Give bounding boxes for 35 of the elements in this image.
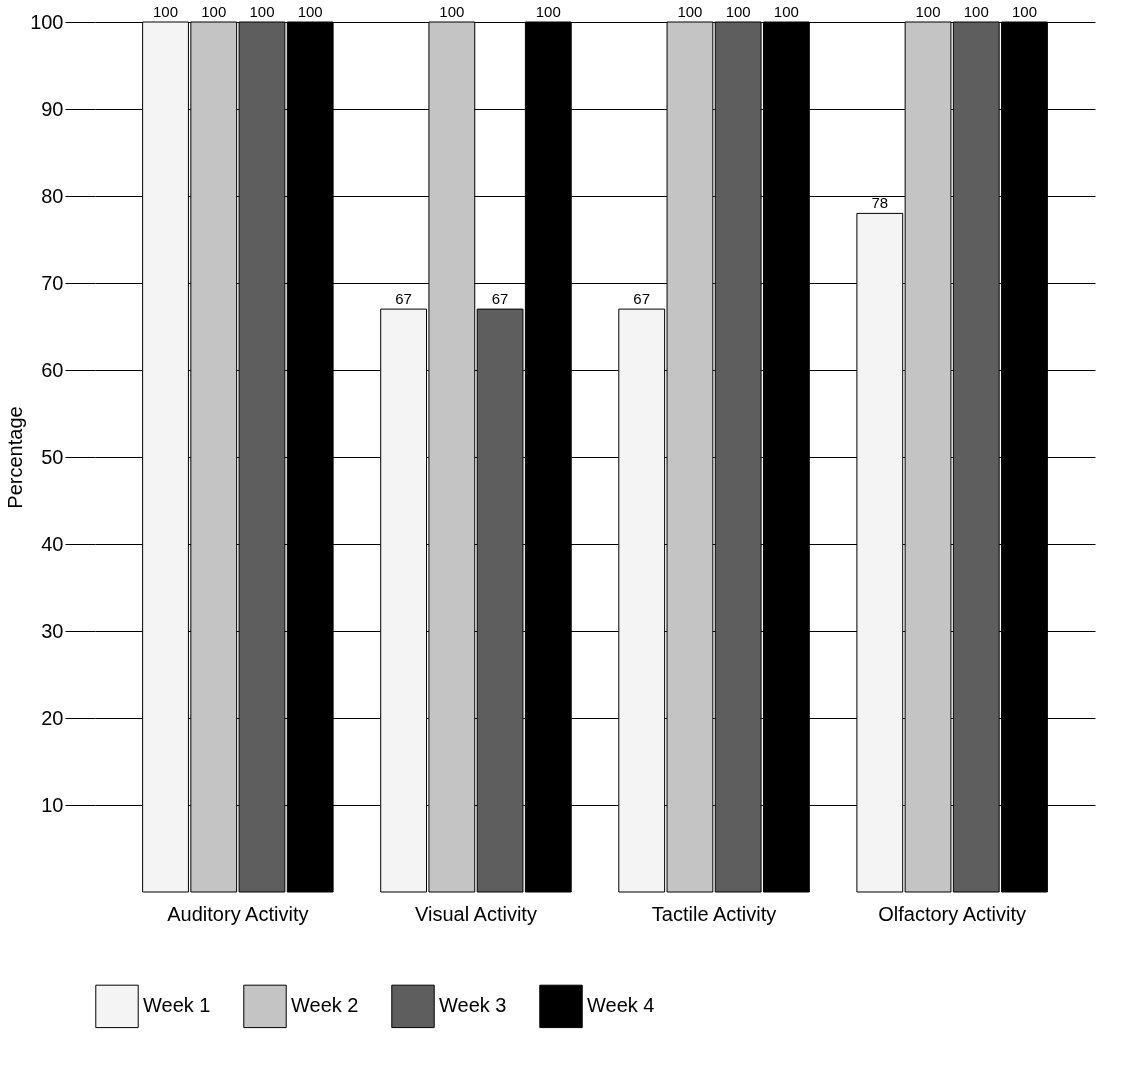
y-tick-label: 100	[30, 10, 64, 33]
y-tick-label: 30	[41, 619, 64, 642]
y-axis-title: Percentage	[4, 406, 27, 509]
data-label: 67	[491, 290, 509, 308]
data-label: 78	[871, 194, 889, 212]
data-label: 67	[395, 290, 412, 308]
x-tick-label: Visual Activity	[415, 902, 537, 925]
x-tick-label: Auditory Activity	[167, 902, 309, 925]
legend-label: Week 3	[439, 994, 507, 1017]
data-label: 100	[535, 3, 561, 20]
data-label: 100	[915, 3, 941, 20]
y-tick-label: 40	[41, 532, 64, 555]
y-tick-label: 20	[41, 706, 64, 729]
data-label: 100	[725, 3, 751, 20]
data-label: 100	[297, 3, 323, 20]
y-tick-label: 70	[41, 271, 64, 294]
data-label: 100	[677, 3, 703, 20]
data-label: 100	[201, 3, 227, 20]
y-tick-label: 60	[41, 358, 64, 381]
legend-label: Week 2	[291, 994, 359, 1017]
data-label: 67	[633, 290, 651, 308]
x-tick-label: Olfactory Activity	[878, 902, 1027, 925]
y-tick-label: 80	[41, 184, 64, 207]
y-tick-label: 50	[41, 445, 64, 468]
data-label: 100	[439, 3, 465, 20]
y-tick-label: 10	[41, 793, 64, 816]
data-label: 100	[1011, 3, 1037, 20]
data-label: 100	[153, 3, 179, 20]
data-label: 100	[963, 3, 989, 20]
legend-label: Week 1	[143, 994, 211, 1017]
data-label: 100	[773, 3, 799, 20]
y-tick-label: 90	[41, 97, 64, 120]
legend-label: Week 4	[587, 994, 655, 1017]
x-tick-label: Tactile Activity	[651, 902, 777, 925]
data-label: 100	[249, 3, 275, 20]
